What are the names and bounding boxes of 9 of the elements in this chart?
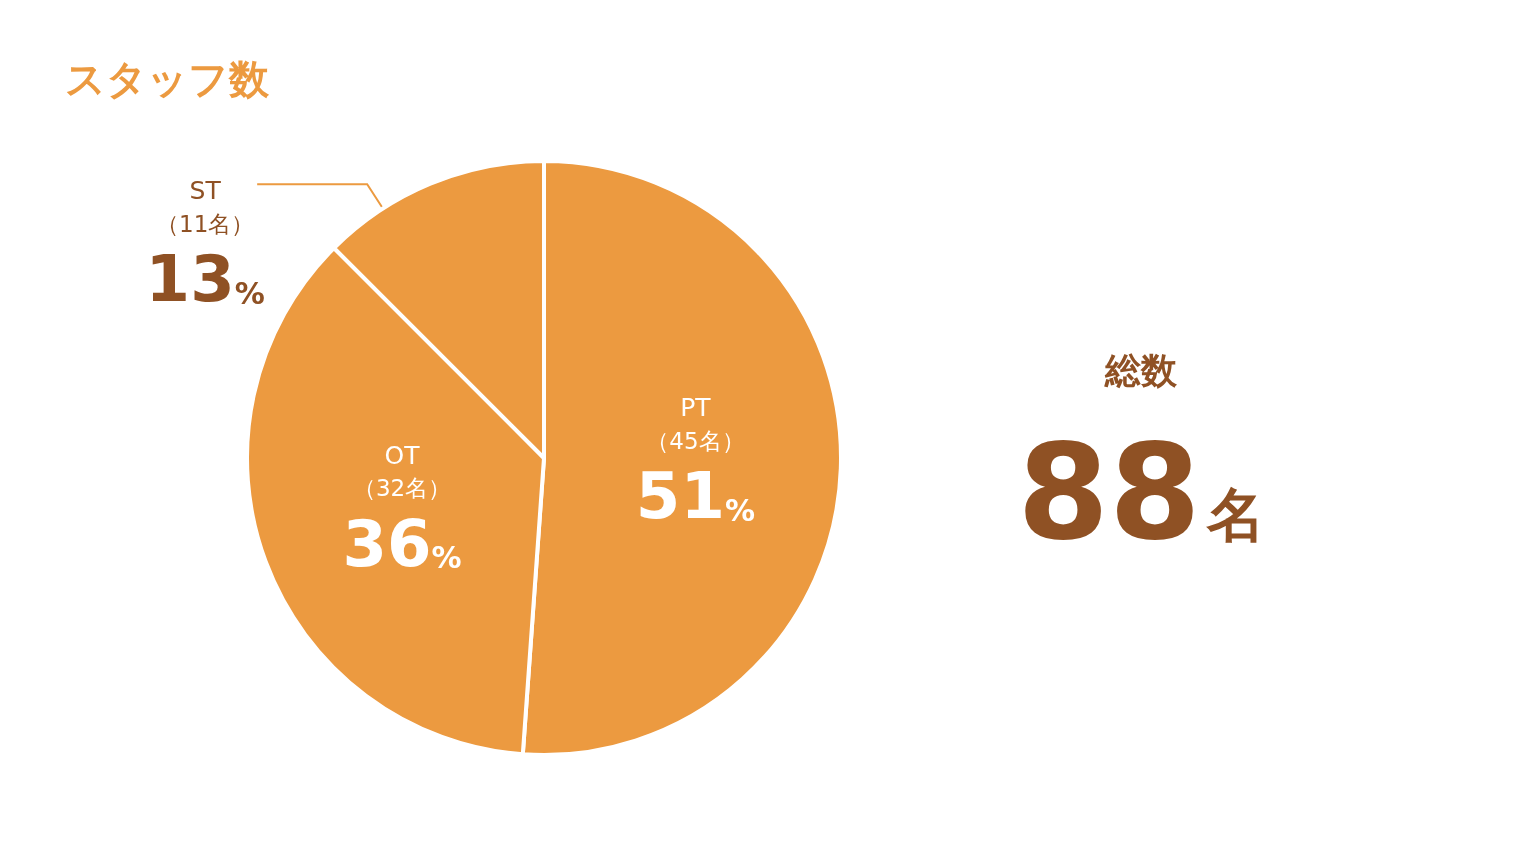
data-label: （11名） 13% bbox=[145, 210, 265, 317]
text: 88名 bbox=[1017, 415, 1265, 569]
slice-label: OT bbox=[384, 440, 421, 470]
data-label: （32名） 36% bbox=[342, 475, 462, 581]
text: 総数 bbox=[1104, 349, 1178, 391]
chart-title: スタッフ数 bbox=[65, 56, 270, 102]
slice-label: ST bbox=[189, 176, 222, 206]
data-label: （45名） 51% bbox=[635, 427, 755, 534]
slice-label: PT bbox=[680, 393, 712, 423]
